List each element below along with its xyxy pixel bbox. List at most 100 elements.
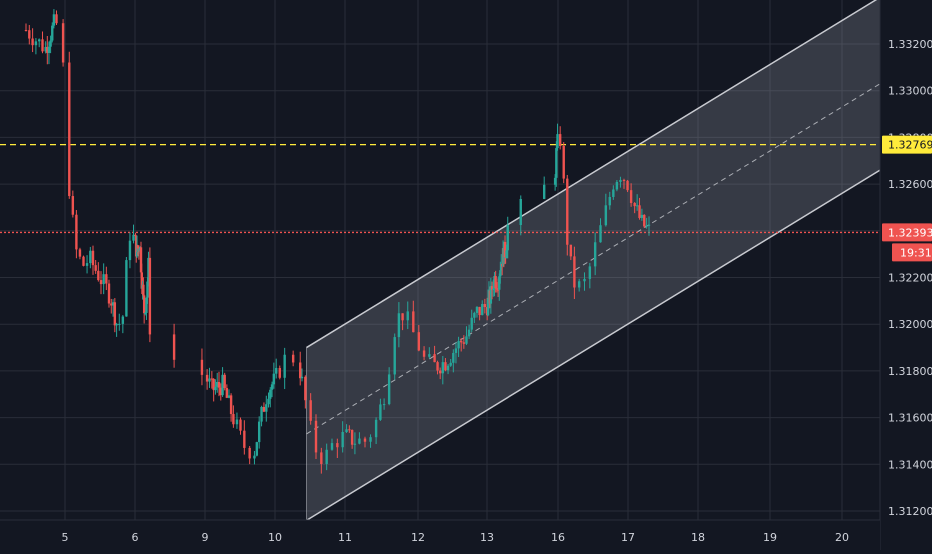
candle-body[interactable]	[44, 46, 47, 52]
candle-body[interactable]	[235, 419, 239, 425]
candle-body[interactable]	[573, 256, 576, 288]
candle-body[interactable]	[489, 286, 493, 304]
candle-body[interactable]	[125, 260, 128, 317]
candle-body[interactable]	[577, 281, 581, 288]
candle-body[interactable]	[406, 311, 409, 321]
candle-body[interactable]	[640, 214, 644, 218]
candle-body[interactable]	[115, 323, 118, 326]
candle-body[interactable]	[556, 134, 559, 149]
candle-body[interactable]	[638, 205, 641, 218]
candle-body[interactable]	[588, 266, 592, 279]
candle-body[interactable]	[483, 304, 487, 308]
candle-body[interactable]	[457, 340, 460, 349]
candle-body[interactable]	[118, 323, 121, 325]
candle-body[interactable]	[208, 378, 211, 382]
candle-body[interactable]	[82, 256, 85, 266]
candle-body[interactable]	[248, 447, 251, 459]
candle-body[interactable]	[309, 400, 312, 421]
candle-body[interactable]	[267, 398, 270, 405]
candle-body[interactable]	[142, 295, 146, 314]
candle-body[interactable]	[97, 270, 100, 281]
candle-body[interactable]	[107, 283, 111, 304]
candle-body[interactable]	[619, 179, 622, 182]
candle-body[interactable]	[205, 374, 209, 382]
candle-body[interactable]	[221, 374, 224, 396]
candle-body[interactable]	[622, 179, 626, 181]
candle-body[interactable]	[608, 196, 611, 206]
candle-body[interactable]	[47, 46, 51, 53]
candle-body[interactable]	[223, 374, 226, 389]
candle-body[interactable]	[200, 359, 204, 375]
candle-body[interactable]	[49, 40, 52, 47]
candle-body[interactable]	[262, 406, 266, 412]
candle-body[interactable]	[28, 30, 31, 39]
candle-body[interactable]	[24, 29, 28, 31]
candle-body[interactable]	[269, 389, 272, 399]
candle-body[interactable]	[441, 362, 445, 374]
candle-body[interactable]	[275, 368, 278, 374]
candle-body[interactable]	[494, 276, 497, 289]
candle-body[interactable]	[138, 248, 141, 251]
candle-body[interactable]	[467, 329, 471, 337]
candle-body[interactable]	[46, 46, 49, 53]
time-axis[interactable]	[0, 520, 880, 550]
candle-body[interactable]	[253, 455, 256, 459]
candle-body[interactable]	[75, 214, 78, 250]
candle-body[interactable]	[255, 442, 259, 456]
candle-body[interactable]	[128, 240, 132, 261]
candle-body[interactable]	[475, 306, 479, 313]
candle-body[interactable]	[232, 414, 235, 425]
candle-body[interactable]	[629, 190, 633, 203]
candle-body[interactable]	[146, 281, 149, 298]
price-axis[interactable]	[880, 0, 932, 550]
candle-body[interactable]	[132, 234, 135, 241]
candle-body[interactable]	[444, 362, 447, 371]
candle-body[interactable]	[604, 205, 608, 226]
candle-body[interactable]	[498, 276, 501, 290]
candle-body[interactable]	[486, 298, 490, 316]
candle-body[interactable]	[91, 250, 95, 266]
candle-body[interactable]	[325, 449, 328, 464]
candle-body[interactable]	[505, 250, 508, 259]
candle-body[interactable]	[353, 443, 357, 445]
candle-body[interactable]	[291, 354, 295, 363]
candle-body[interactable]	[387, 374, 391, 405]
candle-body[interactable]	[111, 302, 115, 306]
candle-body[interactable]	[495, 288, 499, 290]
candle-body[interactable]	[341, 431, 344, 448]
candle-body[interactable]	[320, 452, 323, 464]
candle-body[interactable]	[31, 38, 34, 46]
candle-body[interactable]	[147, 257, 150, 282]
candle-body[interactable]	[61, 23, 65, 63]
candle-body[interactable]	[647, 224, 651, 226]
candle-body[interactable]	[566, 178, 569, 245]
candle-body[interactable]	[142, 284, 145, 296]
candle-body[interactable]	[278, 368, 281, 378]
candle-body[interactable]	[225, 388, 229, 398]
candle-body[interactable]	[382, 404, 386, 406]
candle-body[interactable]	[121, 316, 125, 324]
candle-body[interactable]	[369, 437, 372, 442]
candle-body[interactable]	[633, 202, 636, 207]
candle-body[interactable]	[519, 198, 522, 226]
candle-body[interactable]	[562, 146, 565, 179]
candle-body[interactable]	[41, 39, 44, 52]
candle-body[interactable]	[330, 443, 334, 450]
candle-body[interactable]	[374, 419, 378, 438]
candle-body[interactable]	[38, 39, 41, 42]
candle-body[interactable]	[239, 419, 242, 431]
candle-body[interactable]	[397, 313, 401, 338]
candle-body[interactable]	[214, 386, 217, 391]
candle-body[interactable]	[270, 384, 274, 390]
candle-body[interactable]	[417, 332, 421, 351]
candle-body[interactable]	[336, 443, 339, 448]
candle-body[interactable]	[393, 337, 396, 375]
candle-body[interactable]	[503, 241, 507, 258]
candle-body[interactable]	[635, 205, 639, 207]
candle-body[interactable]	[465, 336, 468, 344]
candle-body[interactable]	[462, 342, 466, 344]
candle-body[interactable]	[85, 263, 89, 266]
candle-body[interactable]	[89, 250, 92, 264]
candle-body[interactable]	[593, 242, 597, 267]
